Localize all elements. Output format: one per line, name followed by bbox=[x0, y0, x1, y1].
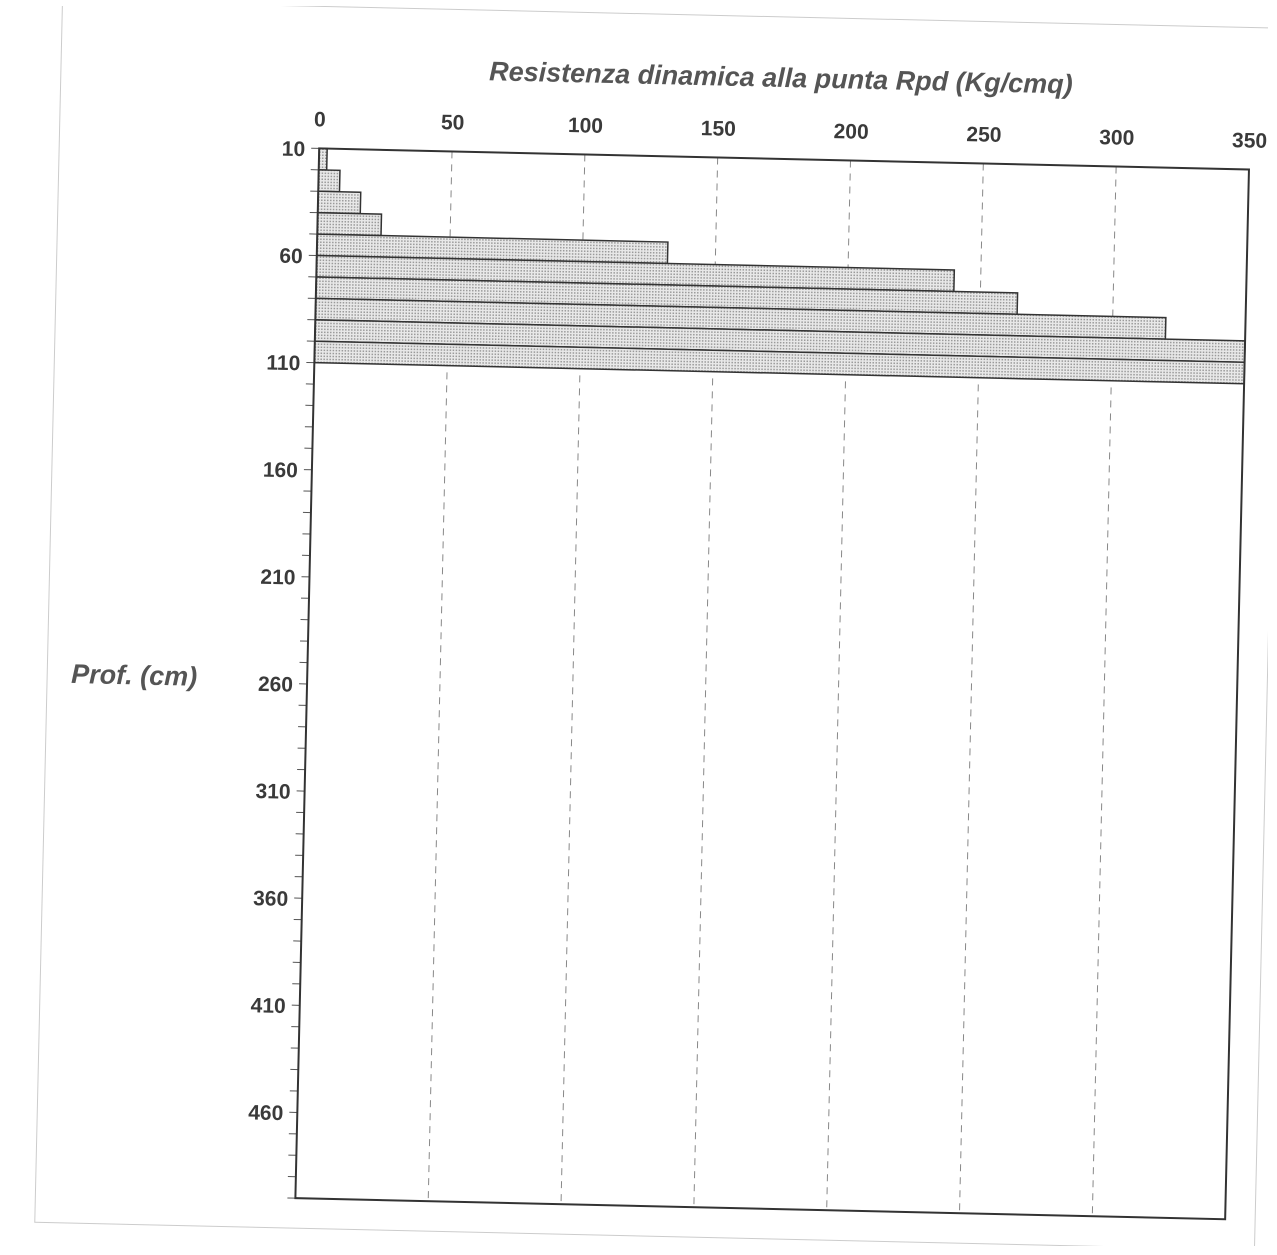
x-tick-label-150: 150 bbox=[701, 117, 737, 141]
y-tick-labels: 10 60 110 160 210 260 310 360 410 460 bbox=[248, 138, 306, 1126]
bar-depth-20 bbox=[317, 169, 341, 193]
y-tick-label-310: 310 bbox=[255, 780, 291, 804]
y-tick-label-210: 210 bbox=[260, 566, 296, 590]
chart: Resistenza dinamica alla punta Rpd (Kg/c… bbox=[34, 0, 1277, 1251]
x-axis-title: Resistenza dinamica alla punta Rpd (Kg/c… bbox=[489, 56, 1073, 99]
x-tick-label-200: 200 bbox=[833, 120, 869, 144]
page-border bbox=[34, 0, 1277, 1251]
y-tick-label-460: 460 bbox=[248, 1101, 284, 1125]
bar-group bbox=[313, 147, 1246, 385]
y-tick-label-10: 10 bbox=[282, 138, 306, 162]
bar-depth-30 bbox=[316, 190, 362, 215]
y-tick-label-110: 110 bbox=[266, 352, 300, 376]
bar-depth-40 bbox=[316, 211, 383, 237]
chart-frame: Resistenza dinamica alla punta Rpd (Kg/c… bbox=[8, 0, 1277, 1251]
x-tick-label-50: 50 bbox=[441, 111, 465, 135]
y-tick-label-160: 160 bbox=[263, 459, 299, 483]
x-tick-label-0: 0 bbox=[314, 108, 326, 131]
y-tick-label-360: 360 bbox=[253, 887, 289, 911]
y-axis-title: Prof. (cm) bbox=[71, 659, 198, 692]
plot-area-border bbox=[294, 147, 1250, 1221]
x-tick-label-300: 300 bbox=[1099, 126, 1135, 150]
y-minor-ticks bbox=[287, 147, 320, 1199]
x-tick-label-350: 350 bbox=[1232, 129, 1268, 153]
x-tick-label-100: 100 bbox=[568, 114, 604, 138]
y-tick-label-260: 260 bbox=[258, 673, 294, 697]
y-tick-label-60: 60 bbox=[279, 245, 303, 269]
x-tick-labels: 0 50 100 150 200 250 300 350 bbox=[314, 108, 1268, 153]
x-tick-label-250: 250 bbox=[966, 123, 1002, 147]
y-tick-label-410: 410 bbox=[250, 994, 286, 1018]
